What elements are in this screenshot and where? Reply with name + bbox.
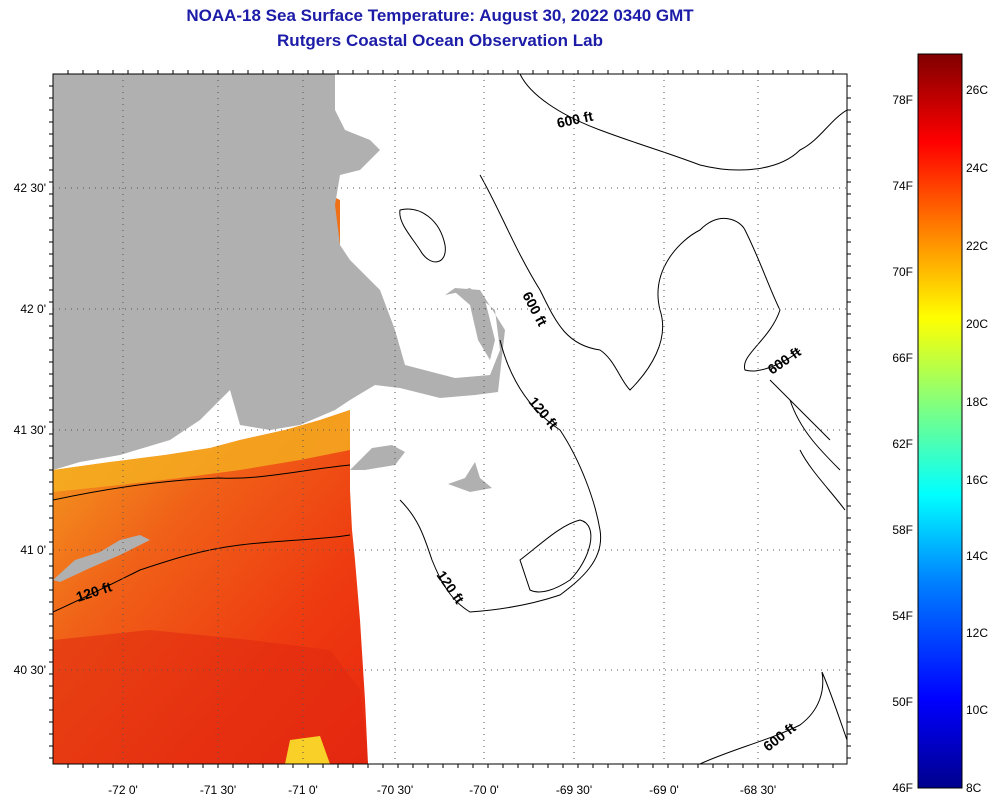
fahrenheit-label: 70F (892, 265, 913, 279)
contour-label: 600 ft (555, 108, 594, 131)
contour-600ft-basin (399, 208, 446, 263)
contour-ne-ridges (769, 379, 846, 511)
map-frame (52, 73, 848, 765)
celsius-label: 10C (966, 703, 988, 717)
contour-120ft-west (53, 534, 351, 613)
fahrenheit-label: 50F (892, 695, 913, 709)
graticule (53, 74, 847, 764)
celsius-label: 18C (966, 395, 988, 409)
lat-label: 42 30' (14, 181, 46, 195)
mainland-land (53, 74, 505, 470)
lon-label: -70 0' (469, 783, 499, 797)
lon-label: -71 0' (288, 783, 318, 797)
lon-label: -69 0' (649, 783, 679, 797)
cape-cod-hook (455, 288, 495, 360)
map-subtitle: Rutgers Coastal Ocean Observation Lab (277, 31, 603, 50)
lon-label: -71 30' (200, 783, 236, 797)
contour-600ft-gulf (479, 174, 801, 391)
fahrenheit-label: 46F (892, 781, 913, 795)
celsius-label: 8C (966, 781, 982, 795)
lon-label: -68 30' (740, 783, 776, 797)
lat-label: 40 30' (14, 663, 46, 677)
marthas-vineyard-land (350, 445, 405, 470)
celsius-label: 26C (966, 83, 988, 97)
long-island-land (53, 535, 150, 582)
nantucket-land (448, 462, 492, 492)
axis-ticks (49, 70, 851, 768)
lon-label: -69 30' (556, 783, 592, 797)
contour-120ft-shelf (399, 339, 602, 613)
sst-warm-patch (53, 410, 350, 492)
fahrenheit-label: 62F (892, 437, 913, 451)
contour-shoals (519, 519, 592, 593)
fahrenheit-label: 66F (892, 351, 913, 365)
celsius-label: 12C (966, 626, 988, 640)
celsius-label: 20C (966, 317, 988, 331)
lon-label: -72 0' (108, 783, 138, 797)
fahrenheit-label: 78F (892, 93, 913, 107)
celsius-label: 16C (966, 473, 988, 487)
contour-sw-coast (53, 464, 351, 501)
contour-600ft-north (519, 74, 847, 171)
sst-yellow-spot (285, 736, 330, 764)
celsius-label: 24C (966, 161, 988, 175)
contour-600ft-south (699, 671, 847, 764)
fahrenheit-label: 54F (892, 609, 913, 623)
celsius-label: 22C (966, 239, 988, 253)
lon-label: -70 30' (377, 783, 413, 797)
lat-label: 41 30' (14, 423, 46, 437)
fahrenheit-label: 58F (892, 523, 913, 537)
depth-contours (53, 74, 847, 764)
fahrenheit-label: 74F (892, 179, 913, 193)
sst-hot-patch (53, 630, 368, 764)
lat-label: 41 0' (20, 543, 46, 557)
celsius-label: 14C (966, 549, 988, 563)
colorbar-scale (917, 53, 963, 789)
map-title: NOAA-18 Sea Surface Temperature: August … (186, 6, 694, 25)
lat-label: 42 0' (20, 302, 46, 316)
